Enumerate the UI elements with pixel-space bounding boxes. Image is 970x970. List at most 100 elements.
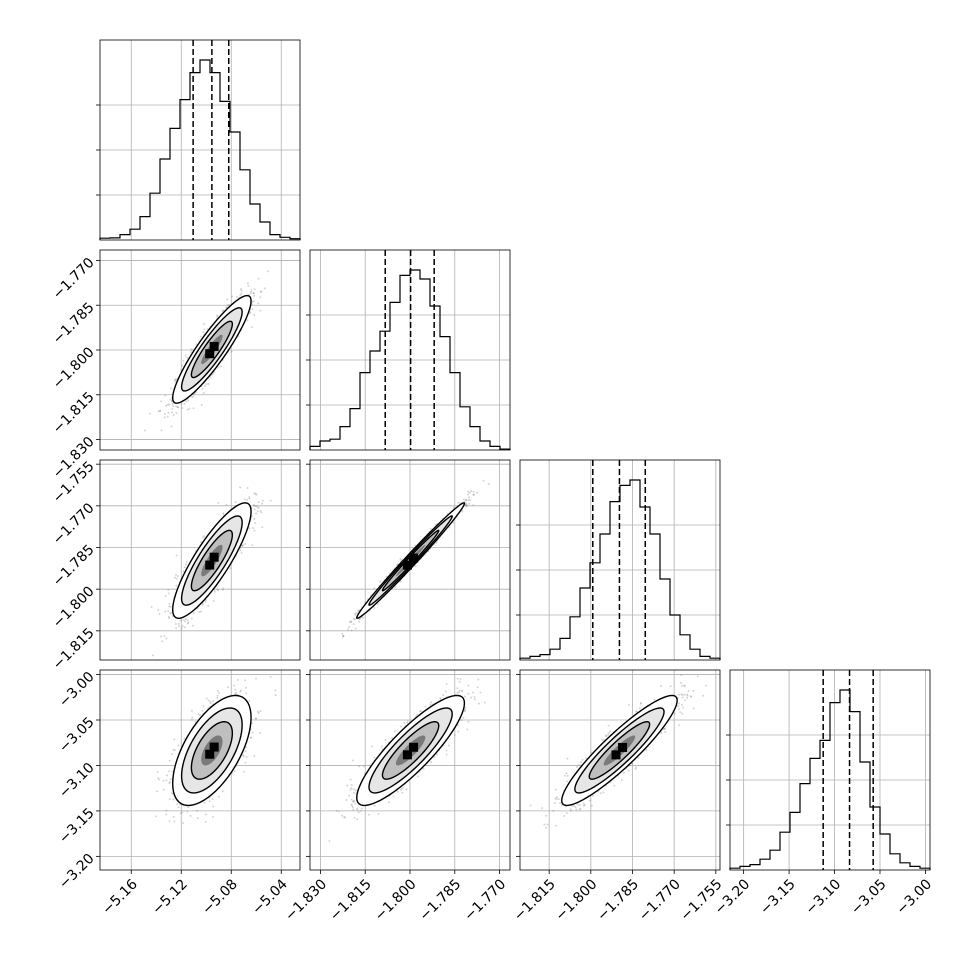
scatter-point [175, 627, 178, 630]
scatter-point [216, 694, 219, 697]
scatter-point [160, 400, 163, 403]
x-tick-label: −3.05 [848, 876, 890, 918]
scatter-point [192, 624, 195, 627]
scatter-point [230, 350, 233, 353]
scatter-point [638, 707, 641, 710]
x-tick-label: −5.08 [199, 876, 241, 918]
scatter-point [373, 606, 376, 609]
scatter-point [465, 505, 468, 508]
scatter-point [456, 687, 459, 690]
scatter-point [169, 612, 172, 615]
scatter-point [565, 772, 568, 775]
scatter-point [186, 622, 189, 625]
scatter-point [203, 801, 206, 804]
scatter-point [181, 625, 184, 628]
scatter-point [673, 712, 676, 715]
scatter-point [168, 782, 171, 785]
scatter-point [679, 711, 682, 714]
scatter-point [680, 674, 683, 677]
scatter-point [191, 348, 194, 351]
scatter-point [387, 801, 390, 804]
scatter-point [346, 628, 349, 631]
scatter-point [226, 303, 229, 306]
scatter-point [357, 609, 360, 612]
scatter-point [607, 724, 610, 727]
scatter-point [463, 708, 466, 711]
scatter-point [631, 762, 634, 765]
scatter-point [377, 812, 380, 815]
scatter-point [168, 616, 171, 619]
scatter-point [545, 826, 548, 829]
scatter-point [252, 292, 255, 295]
scatter-point [239, 690, 242, 693]
scatter-point [578, 763, 581, 766]
scatter-point [354, 789, 357, 792]
scatter-point [173, 749, 176, 752]
scatter-point [172, 748, 175, 751]
panel-grid-3-1 [310, 670, 510, 870]
scatter-point [460, 689, 463, 692]
scatter-point [186, 619, 189, 622]
scatter-point [245, 746, 248, 749]
scatter-point [361, 616, 364, 619]
scatter-point [201, 536, 204, 539]
scatter-point [236, 678, 239, 681]
scatter-point [340, 814, 343, 817]
scatter-point [566, 757, 569, 760]
scatter-point [439, 697, 442, 700]
scatter-point [158, 410, 161, 413]
scatter-point [246, 498, 249, 501]
scatter-point [171, 770, 174, 773]
scatter-point [468, 502, 471, 505]
scatter-point [460, 719, 463, 722]
scatter-point [416, 713, 419, 716]
scatter-point [442, 694, 445, 697]
scatter-point [201, 603, 204, 606]
scatter-point [448, 744, 451, 747]
y-tick-label: −1.770 [50, 500, 98, 548]
scatter-point [639, 702, 642, 705]
scatter-point [363, 765, 366, 768]
scatter-point [249, 736, 252, 739]
scatter-point [217, 366, 220, 369]
scatter-point [182, 570, 185, 573]
scatter-point [241, 544, 244, 547]
scatter-point [458, 689, 461, 692]
scatter-point [395, 563, 398, 566]
scatter-point [216, 588, 219, 591]
scatter-point [566, 774, 569, 777]
scatter-point [212, 700, 215, 703]
scatter-point [352, 618, 355, 621]
scatter-point [663, 727, 666, 730]
scatter-point [244, 542, 247, 545]
scatter-point [202, 391, 205, 394]
scatter-point [690, 695, 693, 698]
scatter-point [156, 771, 159, 774]
scatter-point [552, 809, 555, 812]
panel-frame-3-3 [729, 669, 931, 871]
scatter-point [216, 696, 219, 699]
scatter-point [175, 405, 178, 408]
scatter-point [472, 504, 475, 507]
scatter-2-1 [341, 479, 490, 638]
x-tick-label: −3.10 [803, 876, 845, 918]
scatter-point [602, 791, 605, 794]
scatter-point [465, 504, 468, 507]
scatter-point [692, 707, 695, 710]
scatter-point [461, 510, 464, 513]
scatter-point [261, 526, 264, 529]
scatter-point [370, 745, 373, 748]
scatter-point [244, 750, 247, 753]
scatter-point [471, 691, 474, 694]
scatter-point [358, 618, 361, 621]
scatter-point [269, 499, 272, 502]
scatter-point [453, 733, 456, 736]
scatter-point [170, 611, 173, 614]
scatter-point [640, 702, 643, 705]
scatter-point [172, 815, 175, 818]
scatter-point [473, 696, 476, 699]
scatter-point [565, 812, 568, 815]
scatter-point [191, 716, 194, 719]
scatter-point [254, 521, 257, 524]
scatter-point [203, 328, 206, 331]
